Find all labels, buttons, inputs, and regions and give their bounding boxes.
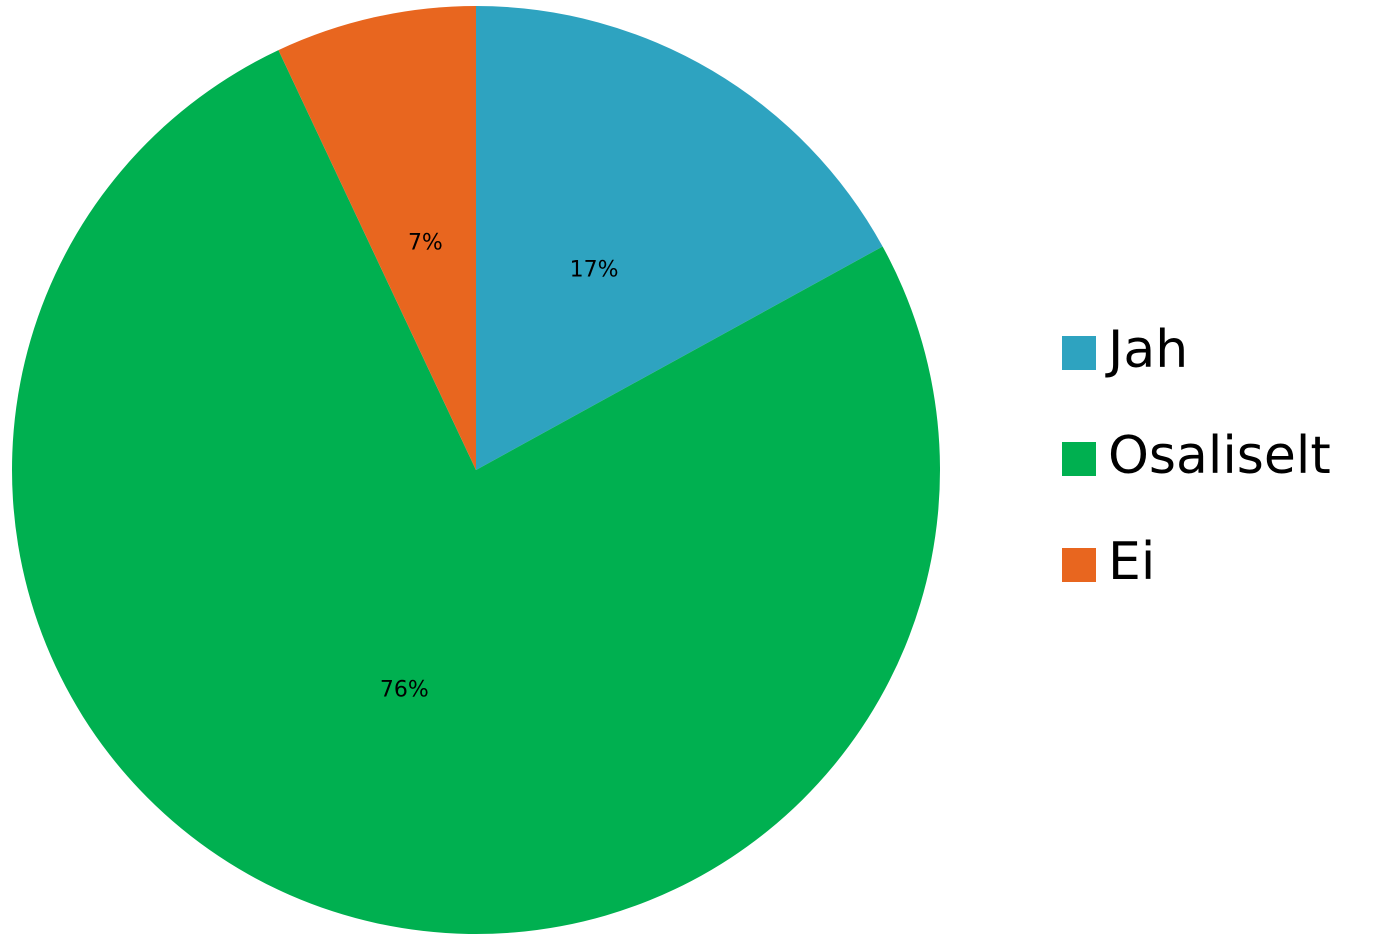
legend-swatch-ei <box>1062 548 1096 582</box>
legend-label-jah: Jah <box>1105 320 1188 380</box>
legend-item-ei: Ei <box>1062 532 1155 592</box>
pie-slice-jah <box>476 6 883 470</box>
pie-slices <box>12 6 941 934</box>
legend-item-jah: Jah <box>1062 320 1188 380</box>
legend-item-osaliselt: Osaliselt <box>1062 426 1331 486</box>
pie-slice-ei <box>278 6 476 470</box>
legend-label-ei: Ei <box>1108 532 1155 592</box>
legend-label-osaliselt: Osaliselt <box>1108 426 1331 486</box>
chart-legend: Jah Osaliselt Ei <box>1062 320 1331 592</box>
data-label-osaliselt: 76% <box>380 678 429 703</box>
pie-data-labels: 17% 76% 7% <box>380 231 619 703</box>
pie-slice-osaliselt <box>12 50 941 934</box>
legend-swatch-osaliselt <box>1062 442 1096 476</box>
data-label-ei: 7% <box>408 231 443 256</box>
legend-swatch-jah <box>1062 336 1096 370</box>
data-label-jah: 17% <box>570 257 619 282</box>
